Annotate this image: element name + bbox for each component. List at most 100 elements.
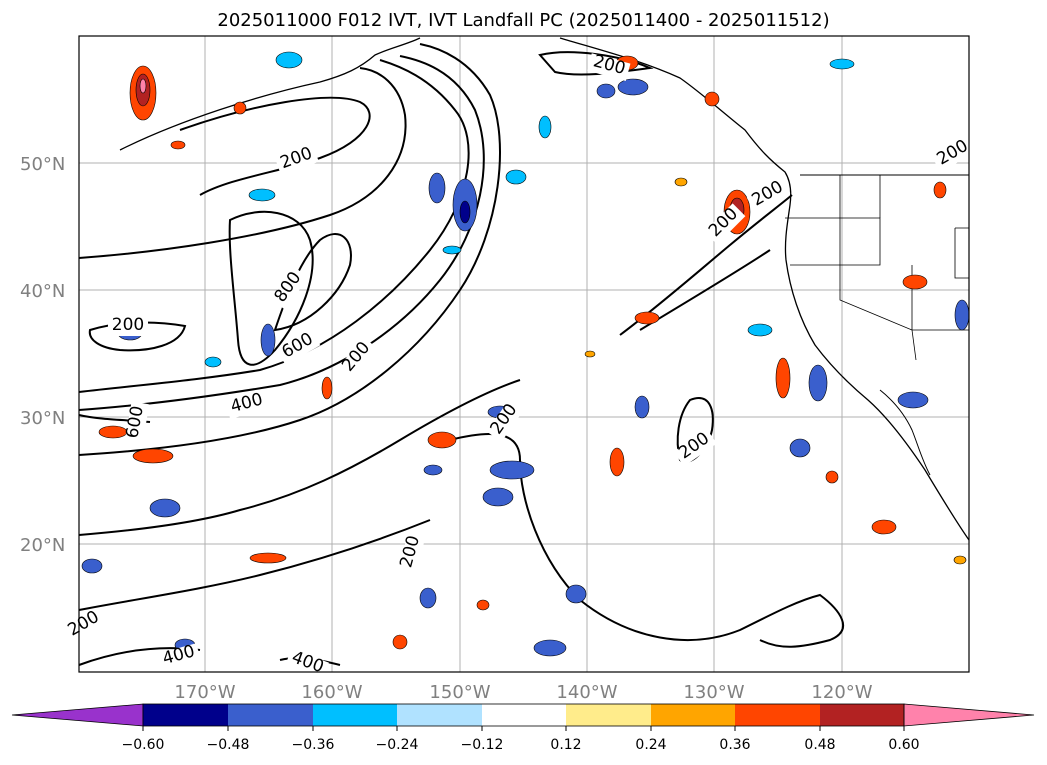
longitude-labels: 170°W 160°W 150°W 140°W 130°W 120°W — [174, 682, 872, 703]
latitude-labels: 50°N 40°N 30°N 20°N — [20, 154, 65, 556]
colorbar-ticks — [142, 726, 905, 731]
ivt-contour-200-gulf — [538, 51, 654, 76]
pc-blob-neg-1-core — [459, 200, 471, 224]
pc-blob-pos-18 — [825, 470, 839, 484]
lat-label-20n: 20°N — [20, 535, 65, 556]
ivt-contour-200-enclosed — [449, 433, 844, 648]
pc-blob-neg-8 — [565, 584, 587, 604]
colorbar-tick-label: −0.12 — [461, 737, 504, 753]
lat-label-50n: 50°N — [20, 154, 65, 175]
pc-blob-neg-14 — [897, 391, 929, 409]
pc-blob-neg-18 — [538, 115, 552, 139]
ivt-contour-200-outer — [78, 43, 501, 456]
colorbar-segment — [228, 704, 313, 726]
pc-blob-neg-11 — [634, 395, 650, 419]
pc-blob-pos-16 — [249, 552, 287, 564]
pc-blob-pos-22 — [674, 177, 688, 187]
pc-blob-neg-6 — [482, 487, 514, 507]
baja-coast — [879, 389, 931, 476]
pc-blob-neg-13 — [789, 438, 811, 458]
ivt-contour-200-east — [78, 55, 485, 411]
pc-blob-pos-9 — [902, 274, 928, 290]
alaska-peninsula-coast — [119, 37, 421, 151]
colorbar-arrow-min — [11, 703, 144, 727]
pc-blob-neg-22 — [747, 323, 773, 337]
pc-blob-pos-14 — [392, 634, 408, 650]
contour-label: 200 — [112, 315, 144, 335]
lon-label-170w: 170°W — [174, 682, 235, 703]
map-title: 2025011000 F012 IVT, IVT Landfall PC (20… — [217, 10, 830, 31]
pc-blob-neg-23 — [81, 558, 103, 574]
colorbar: −0.60 −0.48 −0.36 −0.24 −0.12 0.12 0.24 … — [11, 703, 1035, 753]
pc-blob-neg-9 — [533, 639, 567, 657]
state-border-ca-nv — [839, 175, 917, 361]
pc-blob-pos-23 — [584, 350, 596, 358]
pc-blob-pos-10 — [634, 311, 660, 325]
pc-blob-pos-7 — [775, 357, 791, 399]
colorbar-segment — [143, 704, 228, 726]
pc-positive-shading — [98, 55, 967, 650]
colorbar-segment — [566, 704, 651, 726]
colorbar-arrow-max — [903, 703, 1035, 727]
pc-blob-neg-27 — [442, 245, 462, 255]
ivt-contour-200-alaska — [179, 96, 371, 196]
ivt-contour-200-subtrop — [78, 379, 521, 536]
graticule — [79, 36, 969, 672]
ivt-contour-600-core — [228, 210, 314, 366]
pc-blob-pos-1-peak — [139, 78, 147, 94]
colorbar-tick-label: 0.12 — [550, 737, 581, 753]
pc-blob-neg-25 — [423, 464, 443, 476]
colorbar-tick-label: 0.60 — [888, 737, 919, 753]
pc-blob-pos-15 — [933, 181, 947, 199]
colorbar-tick-label: −0.48 — [207, 737, 250, 753]
pc-blob-neg-12 — [808, 364, 828, 402]
lon-label-160w: 160°W — [301, 682, 362, 703]
map-frame — [78, 35, 970, 673]
ivt-contour-400-east — [78, 59, 470, 393]
colorbar-segment — [735, 704, 820, 726]
pc-blob-pos-13 — [321, 376, 333, 400]
pc-blob-neg-15 — [954, 299, 970, 331]
colorbar-tick-label: 0.36 — [719, 737, 750, 753]
pc-blob-pos-19 — [233, 101, 247, 115]
pc-blob-pos-3 — [132, 448, 174, 464]
pc-blob-pos-17 — [170, 140, 186, 150]
ivt-contour-200-north — [78, 67, 407, 259]
pc-blob-pos-20 — [476, 599, 490, 611]
state-border-wy — [954, 227, 969, 279]
colorbar-outline — [142, 703, 905, 727]
colorbar-tick-label: 0.48 — [804, 737, 835, 753]
colorbar-segment — [820, 704, 904, 726]
colorbar-tick-label: 0.24 — [635, 737, 666, 753]
pc-blob-neg-16 — [617, 78, 649, 96]
pc-blob-pos-8 — [871, 519, 897, 535]
lat-label-30n: 30°N — [20, 408, 65, 429]
north-america-coast — [559, 37, 970, 541]
pc-blob-neg-20 — [275, 51, 303, 69]
pc-blob-neg-3 — [260, 323, 276, 357]
lon-label-120w: 120°W — [811, 682, 872, 703]
pc-blob-neg-10 — [419, 587, 437, 609]
ivt-contour-200-south — [78, 519, 431, 611]
state-border-or — [785, 217, 881, 266]
pc-blob-pos-5 — [427, 431, 457, 449]
pc-blob-pos-6 — [609, 447, 625, 477]
pc-blob-neg-28 — [829, 58, 855, 70]
pc-blob-neg-2 — [428, 172, 446, 204]
coastlines — [119, 37, 970, 541]
lon-label-140w: 140°W — [556, 682, 617, 703]
colorbar-segment — [313, 704, 397, 726]
colorbar-tick-label: −0.60 — [122, 737, 165, 753]
pc-blob-neg-17 — [596, 83, 616, 99]
colorbar-segment — [397, 704, 482, 726]
pc-blob-pos-21 — [953, 555, 967, 565]
map-background — [79, 36, 969, 672]
pc-blob-neg-21 — [248, 188, 276, 202]
pc-blob-neg-19 — [505, 169, 527, 185]
colorbar-tick-label: −0.36 — [292, 737, 335, 753]
lon-label-130w: 130°W — [683, 682, 744, 703]
pc-blob-neg-5 — [149, 498, 181, 518]
lon-label-150w: 150°W — [429, 682, 490, 703]
colorbar-segment — [482, 704, 566, 726]
